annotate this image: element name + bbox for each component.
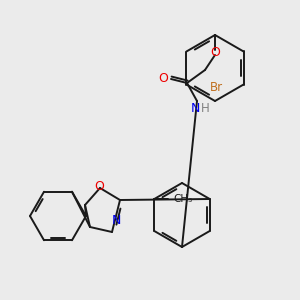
Text: N: N bbox=[190, 102, 200, 115]
Text: O: O bbox=[94, 179, 104, 193]
Text: N: N bbox=[111, 214, 121, 226]
Text: Br: Br bbox=[209, 81, 223, 94]
Text: CH₃: CH₃ bbox=[173, 194, 193, 204]
Text: H: H bbox=[201, 102, 209, 115]
Text: O: O bbox=[158, 71, 168, 85]
Text: O: O bbox=[210, 46, 220, 59]
